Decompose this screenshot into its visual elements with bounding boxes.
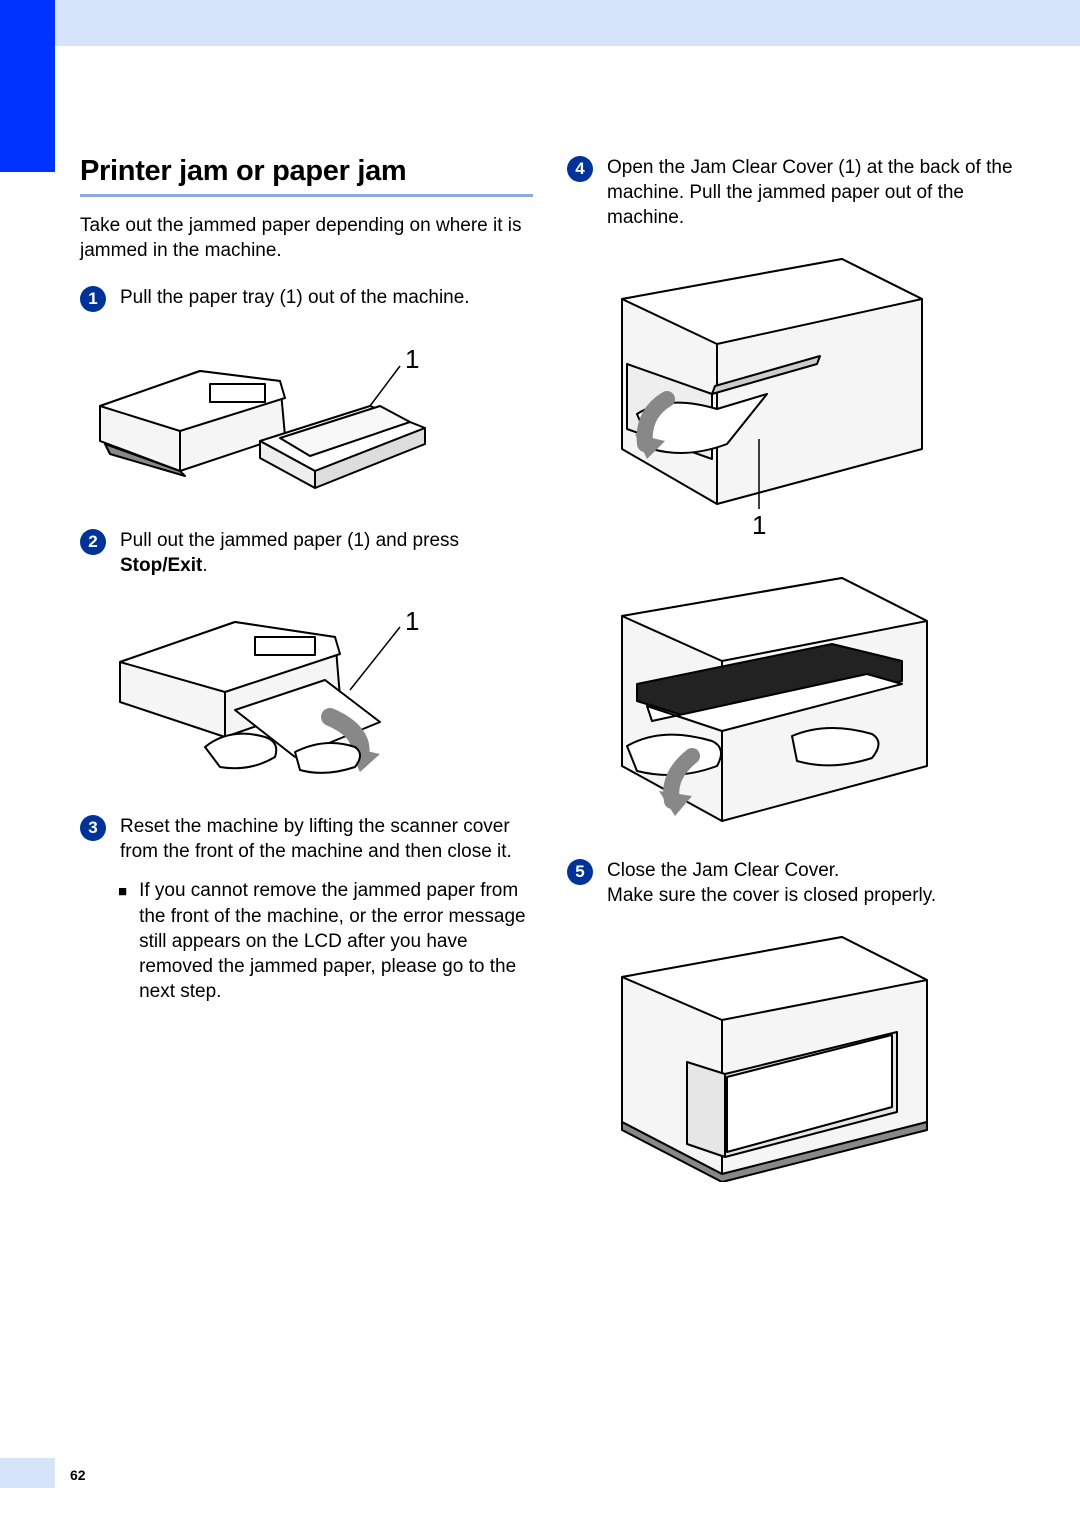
- left-column: Printer jam or paper jam Take out the ja…: [80, 155, 533, 1204]
- step-2: 2 Pull out the jammed paper (1) and pres…: [80, 528, 533, 578]
- figure-5-close-cover: [567, 922, 1020, 1182]
- section-title: Printer jam or paper jam: [80, 155, 533, 188]
- figure-2-label: 1: [405, 606, 419, 636]
- content-columns: Printer jam or paper jam Take out the ja…: [80, 155, 1020, 1204]
- right-column: 4 Open the Jam Clear Cover (1) at the ba…: [567, 155, 1020, 1204]
- step-1: 1 Pull the paper tray (1) out of the mac…: [80, 285, 533, 312]
- header-band: [0, 0, 1080, 46]
- step-4: 4 Open the Jam Clear Cover (1) at the ba…: [567, 155, 1020, 230]
- step-3-note-text: If you cannot remove the jammed paper fr…: [139, 878, 533, 1003]
- page-number: 62: [70, 1467, 86, 1483]
- header-tab: [0, 0, 55, 46]
- step-number-badge: 2: [80, 529, 106, 555]
- intro-text: Take out the jammed paper depending on w…: [80, 213, 533, 263]
- step-5-text: Close the Jam Clear Cover. Make sure the…: [607, 858, 1020, 908]
- title-underline: [80, 194, 533, 197]
- step-3-text: Reset the machine by lifting the scanner…: [120, 814, 533, 864]
- step-1-text: Pull the paper tray (1) out of the machi…: [120, 285, 533, 312]
- figure-1-printer-tray: 1: [80, 326, 533, 506]
- step-2-pre: Pull out the jammed paper (1) and press: [120, 530, 459, 551]
- manual-page: Printer jam or paper jam Take out the ja…: [0, 0, 1080, 1528]
- step-5: 5 Close the Jam Clear Cover. Make sure t…: [567, 858, 1020, 908]
- figure-3-open-cover: 1: [567, 244, 1020, 544]
- figure-4-pull-from-back: [567, 566, 1020, 836]
- bullet-square-icon: ■: [118, 883, 127, 1003]
- step-number-badge: 3: [80, 815, 106, 841]
- step-2-text: Pull out the jammed paper (1) and press …: [120, 528, 533, 578]
- step-number-badge: 4: [567, 156, 593, 182]
- figure-2-pull-paper: 1: [80, 592, 533, 792]
- figure-1-label: 1: [405, 344, 419, 374]
- step-4-text: Open the Jam Clear Cover (1) at the back…: [607, 155, 1020, 230]
- step-number-badge: 1: [80, 286, 106, 312]
- figure-3-label: 1: [752, 510, 766, 540]
- step-2-bold: Stop/Exit: [120, 555, 202, 576]
- side-tab: [0, 46, 55, 172]
- step-number-badge: 5: [567, 859, 593, 885]
- step-3-note: ■ If you cannot remove the jammed paper …: [118, 878, 533, 1003]
- step-2-post: .: [202, 555, 207, 576]
- step-3: 3 Reset the machine by lifting the scann…: [80, 814, 533, 864]
- page-number-strip: [0, 1458, 55, 1488]
